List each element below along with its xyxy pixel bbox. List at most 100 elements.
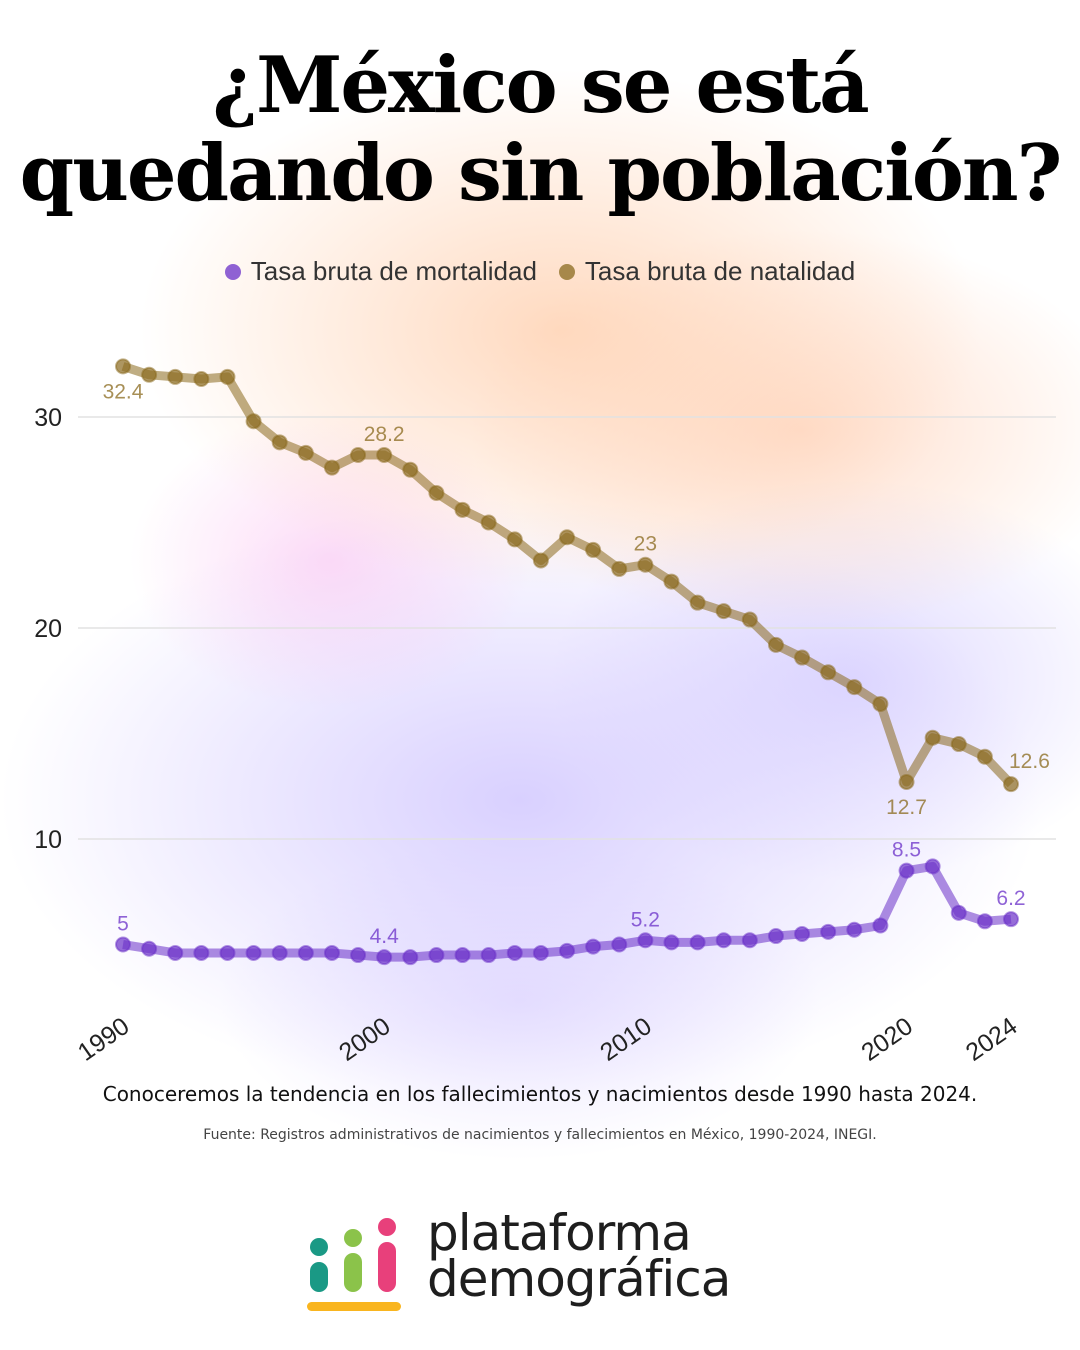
data-point bbox=[271, 434, 288, 451]
data-point bbox=[741, 932, 758, 949]
data-label: 8.5 bbox=[892, 839, 921, 862]
data-point bbox=[454, 947, 471, 964]
data-point bbox=[271, 944, 288, 961]
data-point bbox=[402, 949, 419, 966]
logo-text-line1: plataforma bbox=[427, 1204, 692, 1262]
chart-caption: Conoceremos la tendencia en los fallecim… bbox=[102, 1082, 978, 1106]
data-point bbox=[167, 368, 184, 385]
data-label: 12.7 bbox=[886, 796, 927, 819]
data-label: 4.4 bbox=[370, 925, 400, 948]
chart-legend: Tasa bruta de mortalidad Tasa bruta de n… bbox=[0, 256, 1080, 287]
data-point bbox=[715, 603, 732, 620]
x-tick-label: 2000 bbox=[334, 1012, 396, 1067]
data-point bbox=[219, 368, 236, 385]
data-point bbox=[376, 949, 393, 966]
y-tick-label: 10 bbox=[34, 826, 62, 854]
data-point bbox=[898, 862, 915, 879]
data-point bbox=[611, 936, 628, 953]
data-point bbox=[846, 679, 863, 696]
data-point bbox=[767, 636, 784, 653]
data-point bbox=[950, 736, 967, 753]
data-label: 12.6 bbox=[1009, 750, 1050, 773]
data-point bbox=[976, 913, 993, 930]
y-tick-label: 20 bbox=[34, 615, 62, 643]
data-point bbox=[323, 459, 340, 476]
data-point bbox=[715, 932, 732, 949]
data-point bbox=[663, 573, 680, 590]
legend-label-natalidad: Tasa bruta de natalidad bbox=[584, 256, 856, 286]
data-point bbox=[115, 358, 131, 375]
data-point bbox=[611, 560, 628, 577]
data-point bbox=[637, 556, 654, 573]
data-point bbox=[794, 925, 811, 942]
data-point bbox=[376, 446, 393, 463]
data-point bbox=[167, 944, 184, 961]
data-point bbox=[506, 531, 523, 548]
logo: plataforma demográfica bbox=[305, 1204, 731, 1314]
data-point bbox=[741, 611, 758, 628]
data-label: 23 bbox=[634, 533, 657, 556]
data-point bbox=[506, 944, 523, 961]
data-point bbox=[323, 944, 340, 961]
data-point bbox=[480, 514, 497, 531]
legend-item-mortalidad: Tasa bruta de mortalidad bbox=[224, 256, 537, 287]
x-tick-label: 2024 bbox=[961, 1012, 1023, 1067]
data-point bbox=[245, 413, 262, 430]
data-label: 6.2 bbox=[996, 887, 1025, 910]
data-point bbox=[297, 944, 314, 961]
data-point bbox=[402, 461, 419, 478]
data-label: 32.4 bbox=[103, 380, 144, 403]
data-point bbox=[428, 484, 445, 501]
data-point bbox=[794, 649, 811, 666]
data-point bbox=[898, 774, 915, 791]
legend-label-mortalidad: Tasa bruta de mortalidad bbox=[250, 256, 537, 286]
data-point bbox=[585, 541, 602, 558]
data-point bbox=[480, 947, 497, 964]
data-label: 28.2 bbox=[364, 423, 405, 446]
data-point bbox=[350, 947, 367, 964]
page-title: ¿México se está quedando sin población? bbox=[19, 40, 1063, 219]
data-point bbox=[872, 695, 889, 712]
data-point bbox=[924, 858, 941, 875]
data-point bbox=[141, 366, 158, 383]
logo-text-line2: demográfica bbox=[427, 1250, 731, 1308]
legend-marker-mortalidad bbox=[224, 263, 241, 280]
data-point bbox=[559, 529, 575, 546]
data-point bbox=[297, 444, 314, 461]
data-point bbox=[1003, 776, 1019, 793]
data-point bbox=[141, 940, 158, 957]
data-point bbox=[559, 942, 575, 959]
data-point bbox=[820, 923, 837, 940]
data-point bbox=[846, 921, 863, 938]
data-point bbox=[585, 938, 602, 955]
line-chart: 10 20 30 1990 2000 2010 2020 2024 5 4.4 5.2 8.5 6.2 3… bbox=[34, 358, 1056, 1067]
logo-icon bbox=[307, 1218, 401, 1311]
data-point bbox=[820, 664, 837, 681]
data-point bbox=[637, 932, 654, 949]
x-tick-label: 1990 bbox=[73, 1012, 135, 1067]
y-tick-label: 30 bbox=[34, 404, 62, 432]
data-point bbox=[689, 934, 706, 951]
data-point bbox=[454, 501, 471, 518]
logo-text: plataforma demográfica bbox=[427, 1204, 731, 1308]
x-tick-label: 2020 bbox=[856, 1012, 918, 1067]
data-label: 5 bbox=[117, 913, 129, 936]
data-point bbox=[767, 928, 784, 945]
data-point bbox=[1003, 911, 1019, 928]
data-point bbox=[428, 947, 445, 964]
data-point bbox=[950, 904, 967, 921]
legend-item-natalidad: Tasa bruta de natalidad bbox=[558, 256, 856, 287]
data-point bbox=[193, 371, 210, 388]
x-tick-label: 2010 bbox=[595, 1012, 657, 1067]
data-point bbox=[245, 944, 262, 961]
data-point bbox=[219, 944, 236, 961]
legend-marker-natalidad bbox=[558, 263, 575, 280]
data-point bbox=[532, 944, 549, 961]
data-point bbox=[976, 748, 993, 765]
data-point bbox=[663, 934, 680, 951]
chart-source: Fuente: Registros administrativos de nac… bbox=[203, 1127, 877, 1143]
data-label: 5.2 bbox=[631, 908, 660, 931]
data-point bbox=[689, 594, 706, 611]
data-point bbox=[924, 729, 941, 746]
